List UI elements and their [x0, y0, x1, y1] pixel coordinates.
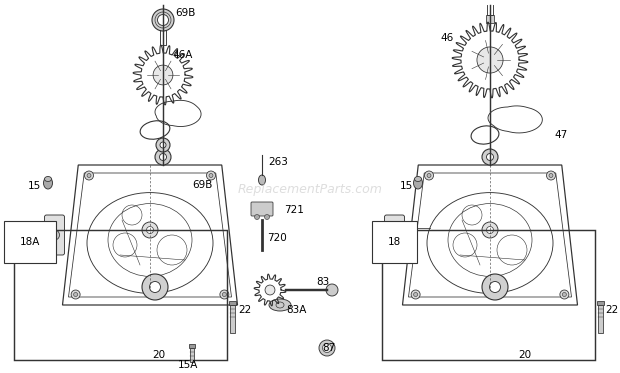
Bar [229, 305, 234, 333]
Text: 46: 46 [440, 33, 453, 43]
Circle shape [142, 274, 168, 300]
Text: 12: 12 [382, 223, 396, 233]
Circle shape [152, 9, 174, 31]
Ellipse shape [319, 340, 335, 356]
Text: 15: 15 [400, 181, 414, 191]
Circle shape [50, 230, 60, 240]
Ellipse shape [415, 176, 422, 182]
Circle shape [425, 171, 433, 180]
Circle shape [159, 154, 167, 160]
FancyBboxPatch shape [384, 215, 404, 255]
Bar [486, 15, 494, 23]
Circle shape [254, 214, 260, 219]
Circle shape [146, 226, 154, 233]
Text: 22: 22 [238, 305, 251, 315]
Circle shape [477, 47, 503, 73]
Circle shape [265, 285, 275, 295]
Circle shape [220, 290, 229, 299]
Circle shape [487, 154, 494, 160]
Circle shape [223, 292, 226, 297]
Text: 20: 20 [152, 350, 165, 360]
Text: 69B: 69B [192, 180, 213, 190]
Text: ReplacementParts.com: ReplacementParts.com [237, 184, 383, 197]
Circle shape [160, 142, 166, 148]
Text: 15A: 15A [178, 360, 198, 370]
Circle shape [84, 171, 94, 180]
Circle shape [157, 15, 169, 25]
Circle shape [487, 226, 494, 233]
Text: 69B: 69B [175, 8, 195, 18]
Circle shape [389, 230, 399, 240]
Text: 12: 12 [15, 223, 29, 233]
Text: 46A: 46A [172, 50, 192, 60]
Circle shape [490, 282, 500, 292]
Circle shape [206, 171, 216, 180]
Bar [229, 301, 236, 305]
Text: 18A: 18A [20, 237, 40, 247]
Ellipse shape [322, 344, 332, 352]
Text: 47: 47 [554, 130, 567, 140]
Circle shape [560, 290, 569, 299]
Ellipse shape [326, 284, 338, 296]
Ellipse shape [414, 177, 422, 189]
Circle shape [549, 173, 553, 178]
Ellipse shape [269, 299, 291, 311]
Text: 22: 22 [605, 305, 618, 315]
Bar [189, 344, 195, 348]
Circle shape [414, 292, 418, 297]
Circle shape [142, 222, 158, 238]
Circle shape [156, 138, 170, 152]
Bar [14, 230, 227, 360]
Circle shape [87, 173, 91, 178]
Text: 720: 720 [267, 233, 286, 243]
Circle shape [482, 149, 498, 165]
Circle shape [74, 292, 78, 297]
Circle shape [149, 282, 161, 292]
Bar [382, 230, 595, 360]
Ellipse shape [43, 177, 53, 189]
Circle shape [562, 292, 567, 297]
Circle shape [411, 290, 420, 299]
Text: 263: 263 [268, 157, 288, 167]
Text: 18: 18 [388, 237, 401, 247]
Circle shape [546, 171, 556, 180]
Circle shape [155, 149, 171, 165]
Text: 15: 15 [28, 181, 42, 191]
Bar [190, 348, 194, 362]
Circle shape [482, 274, 508, 300]
Circle shape [209, 173, 213, 178]
Circle shape [265, 214, 270, 219]
Circle shape [71, 290, 80, 299]
Ellipse shape [259, 175, 265, 185]
Text: 83A: 83A [286, 305, 306, 315]
Text: 20: 20 [518, 350, 531, 360]
Text: 721: 721 [284, 205, 304, 215]
FancyBboxPatch shape [45, 215, 64, 255]
Text: 87: 87 [322, 343, 335, 353]
Ellipse shape [45, 176, 51, 182]
Text: 83: 83 [316, 277, 329, 287]
Circle shape [153, 65, 173, 85]
Circle shape [427, 173, 431, 178]
Bar [598, 305, 603, 333]
Bar [596, 301, 603, 305]
Circle shape [482, 222, 498, 238]
FancyBboxPatch shape [251, 202, 273, 216]
